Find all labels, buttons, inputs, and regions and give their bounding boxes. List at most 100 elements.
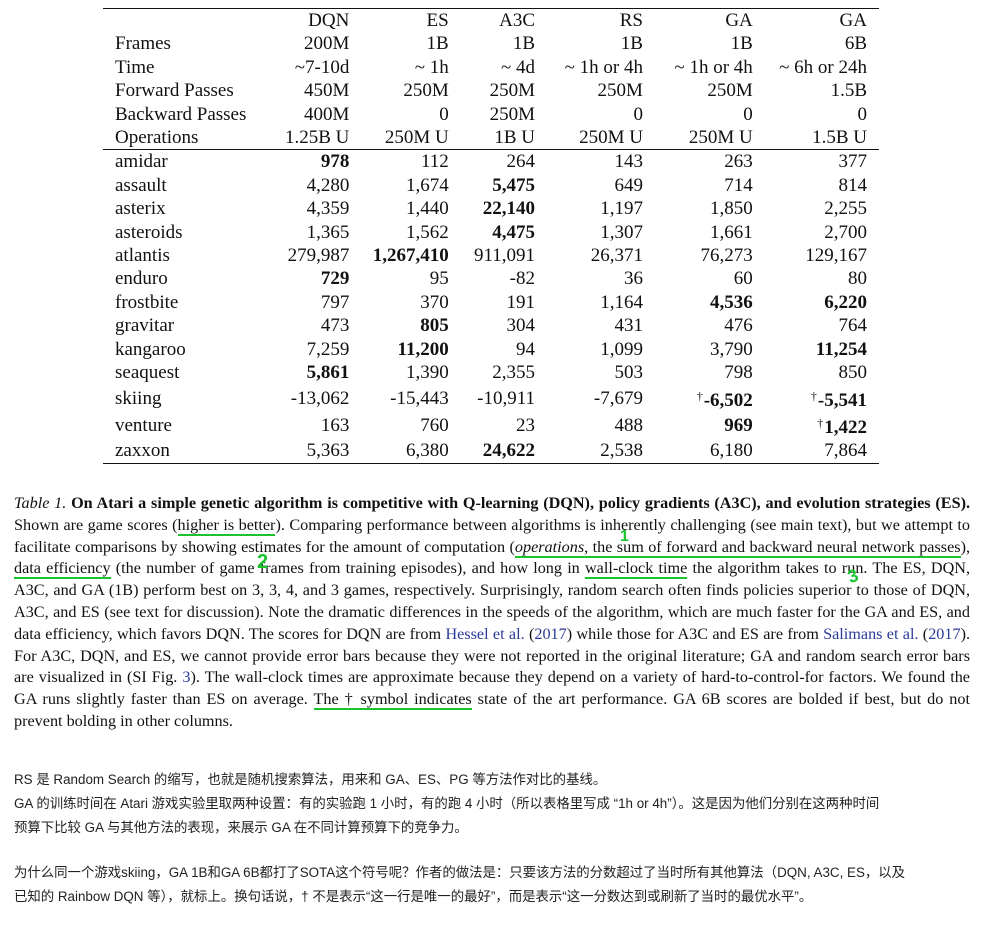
score-cell: 7,259 (273, 338, 350, 361)
score-value: 488 (614, 414, 643, 436)
score-value: 7,864 (824, 440, 867, 462)
score-cell: 36 (535, 267, 643, 290)
note-line: GA 的训练时间在 Atari 游戏实验里取两种设置：有的实验跑 1 小时，有的… (14, 796, 880, 811)
score-cell: 5,363 (273, 439, 350, 464)
score-value: 263 (724, 151, 753, 173)
best-score: 11,200 (397, 338, 449, 360)
score-cell: 1,164 (535, 291, 643, 314)
caption-text: (the number of game frames from training… (110, 559, 585, 578)
score-value: 1,197 (600, 198, 643, 220)
score-cell: 129,167 (753, 244, 879, 267)
score-value: 431 (614, 315, 643, 337)
score-cell: 1,365 (273, 221, 350, 244)
score-cell: 2,700 (753, 221, 879, 244)
row-label: Backward Passes (115, 103, 247, 125)
score-cell: 60 (643, 267, 753, 290)
score-cell: 911,091 (449, 244, 535, 267)
score-cell: 2,538 (535, 439, 643, 464)
score-cell: 4,475 (449, 221, 535, 244)
score-value: 5,363 (306, 440, 350, 462)
best-score: 5,861 (306, 362, 350, 384)
score-cell: 76,273 (643, 244, 753, 267)
meta-value: ~ 4d (500, 56, 535, 78)
score-cell: 814 (753, 174, 879, 197)
caption-text: ( (918, 624, 929, 643)
score-value: -13,062 (290, 387, 350, 409)
score-value: 60 (733, 268, 753, 290)
score-cell: 488 (535, 412, 643, 439)
score-cell: -15,443 (349, 385, 449, 412)
score-cell: 1,674 (349, 174, 449, 197)
score-cell: †1,422 (753, 412, 879, 439)
score-cell: 714 (643, 174, 753, 197)
score-cell: 26,371 (535, 244, 643, 267)
score-cell: 473 (273, 314, 350, 337)
score-value: 264 (506, 151, 536, 173)
score-cell: 4,280 (273, 174, 350, 197)
score-cell: 7,864 (752, 439, 879, 464)
score-value: 143 (614, 151, 643, 173)
meta-value: 400M (303, 103, 350, 125)
score-value: 1,440 (405, 198, 449, 220)
score-value: 36 (623, 268, 643, 290)
highlight-higher-is-better: higher is better (177, 515, 276, 536)
score-value: 714 (724, 174, 753, 196)
meta-value: 1.25B U (284, 127, 350, 149)
score-value: 7,259 (306, 338, 350, 360)
score-value: 1,850 (710, 198, 753, 220)
table-header-row: DQN ES A3C RS GA GA (103, 8, 879, 33)
score-cell: 2,255 (753, 197, 879, 220)
score-value: 2,700 (824, 221, 867, 243)
score-cell: 1,562 (349, 221, 449, 244)
meta-value: 200M (303, 33, 350, 55)
row-label: atlantis (115, 245, 170, 267)
score-value: 4,280 (306, 174, 350, 196)
score-cell: 1,661 (643, 221, 753, 244)
score-cell: 2,355 (449, 361, 535, 384)
score-value: 503 (614, 362, 643, 384)
meta-value: ~ 6h or 24h (779, 56, 867, 78)
score-value: 4,359 (306, 198, 350, 220)
game-row: gravitar 473 805 304 431 476 764 (103, 314, 879, 337)
score-value: 191 (506, 291, 536, 313)
meta-row: Frames 200M 1B 1B 1B 1B 6B (103, 32, 879, 55)
game-row: assault 4,280 1,674 5,475 649 714 814 (103, 174, 879, 197)
caption-text: ( (524, 624, 535, 643)
meta-value: 0 (633, 103, 643, 125)
score-cell: 11,200 (349, 338, 449, 361)
citation-si-fig[interactable]: 3 (182, 668, 191, 687)
column-header: A3C (448, 8, 535, 33)
row-label: kangaroo (115, 338, 186, 360)
caption-text: state of the art performance. GA 6B scor… (14, 690, 970, 730)
score-cell: 850 (753, 361, 879, 384)
meta-value: 250M (489, 103, 535, 125)
citation-salimans-year[interactable]: 2017 (928, 624, 961, 643)
score-cell: 279,987 (273, 244, 350, 267)
score-value: 850 (838, 362, 868, 384)
row-label: venture (115, 414, 172, 436)
column-header: ES (349, 8, 449, 33)
caption-text: the algorithm takes to run. The ES, DQN,… (14, 559, 970, 643)
score-value: 2,355 (492, 362, 535, 384)
score-value: 6,380 (405, 440, 449, 462)
meta-value: 1B U (494, 127, 535, 149)
score-cell: 377 (752, 149, 879, 174)
citation-salimans[interactable]: Salimans et al. (823, 624, 919, 643)
score-value: 760 (420, 414, 449, 436)
best-score: 969 (724, 414, 753, 436)
note-line: 为什么同一个游戏skiing，GA 1B和GA 6B都打了SOTA这个符号呢？作… (14, 865, 906, 880)
score-cell: -82 (449, 267, 535, 290)
citation-hessel[interactable]: Hessel et al. (445, 624, 525, 643)
score-cell: 3,790 (643, 338, 753, 361)
row-label (103, 8, 274, 33)
best-score: 11,254 (815, 338, 867, 360)
results-table: DQN ES A3C RS GA GA Frames 200M 1B 1B 1B 1B 6B Time ~7… (103, 8, 879, 464)
column-header: GA (642, 8, 753, 33)
meta-value: 0 (439, 103, 449, 125)
meta-value: 450M (303, 80, 350, 102)
citation-hessel-year[interactable]: 2017 (534, 624, 567, 643)
score-cell: -10,911 (449, 385, 535, 412)
score-value: 1,164 (600, 291, 643, 313)
meta-value: 1B (620, 33, 643, 55)
game-row: skiing -13,062 -15,443 -10,911 -7,679 †-6,502… (103, 385, 879, 412)
